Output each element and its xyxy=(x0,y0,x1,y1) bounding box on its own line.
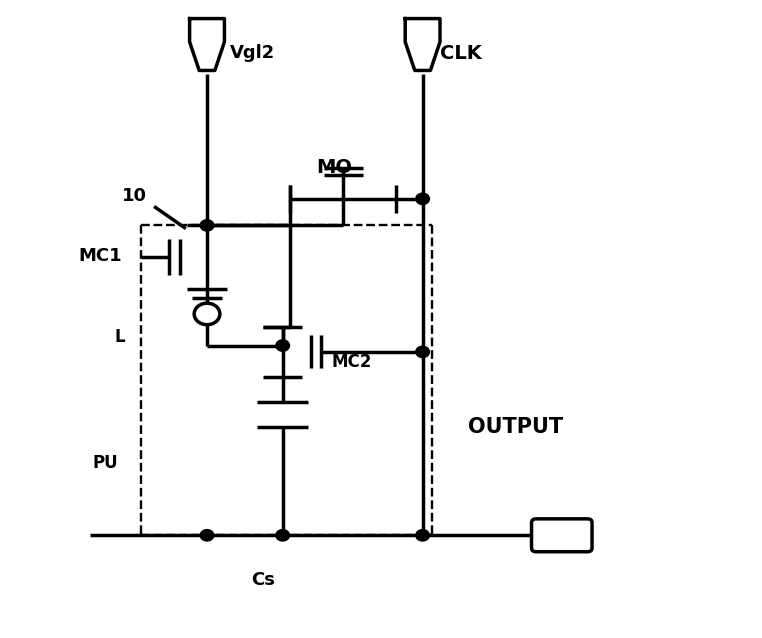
Text: MC1: MC1 xyxy=(78,247,122,265)
Circle shape xyxy=(200,219,214,231)
Circle shape xyxy=(416,530,430,541)
Text: MO: MO xyxy=(317,158,353,177)
Text: OUTPUT: OUTPUT xyxy=(468,417,563,436)
Text: CLK: CLK xyxy=(440,44,482,63)
Circle shape xyxy=(416,346,430,357)
Text: L: L xyxy=(115,328,126,346)
FancyBboxPatch shape xyxy=(532,519,592,552)
Text: 10: 10 xyxy=(122,187,147,205)
Text: MC2: MC2 xyxy=(331,353,372,371)
Circle shape xyxy=(276,530,290,541)
Text: PU: PU xyxy=(92,454,117,472)
Circle shape xyxy=(416,193,430,205)
Circle shape xyxy=(200,530,214,541)
Text: Vgl2: Vgl2 xyxy=(229,45,275,63)
Circle shape xyxy=(276,340,290,352)
Text: Cs: Cs xyxy=(251,570,275,589)
